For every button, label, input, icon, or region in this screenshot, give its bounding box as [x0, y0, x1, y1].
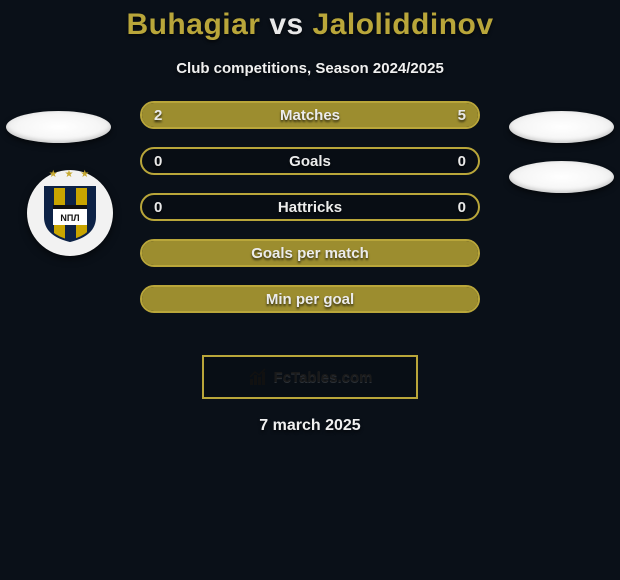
- stat-label: Goals per match: [142, 241, 478, 265]
- stat-row: 25Matches: [140, 101, 480, 129]
- stat-label: Min per goal: [142, 287, 478, 311]
- player2-badge-placeholder-2: [509, 161, 614, 193]
- page-title: Buhagiar vs Jaloliddinov: [0, 8, 620, 42]
- club-badge: ★ ★ ★ NПЛ: [27, 170, 113, 256]
- brand-text: FcTables.com: [274, 369, 373, 386]
- player2-name: Jaloliddinov: [313, 8, 494, 41]
- subtitle: Club competitions, Season 2024/2025: [0, 60, 620, 77]
- vs-separator: vs: [269, 8, 303, 41]
- player1-badge-placeholder: [6, 111, 111, 143]
- stat-bars: 25Matches 00Goals 00Hattricks Goals per mat…: [140, 101, 480, 331]
- stat-row: Min per goal: [140, 285, 480, 313]
- club-shield-icon: ★ ★ ★ NПЛ: [43, 183, 97, 243]
- stat-label: Goals: [142, 149, 478, 173]
- comparison-card: Buhagiar vs Jaloliddinov Club competitio…: [0, 0, 620, 435]
- brand-box[interactable]: FcTables.com: [202, 355, 418, 399]
- stats-arena: ★ ★ ★ NПЛ: [0, 115, 620, 345]
- stat-row: 00Hattricks: [140, 193, 480, 221]
- stat-label: Hattricks: [142, 195, 478, 219]
- player2-badge-placeholder-1: [509, 111, 614, 143]
- snapshot-date: 7 march 2025: [0, 417, 620, 435]
- svg-text:NПЛ: NПЛ: [60, 213, 79, 223]
- stat-row: 00Goals: [140, 147, 480, 175]
- player1-name: Buhagiar: [126, 8, 260, 41]
- brand-logo-icon: [248, 367, 268, 387]
- stat-label: Matches: [142, 103, 478, 127]
- club-stars-icon: ★ ★ ★: [43, 169, 97, 180]
- stat-row: Goals per match: [140, 239, 480, 267]
